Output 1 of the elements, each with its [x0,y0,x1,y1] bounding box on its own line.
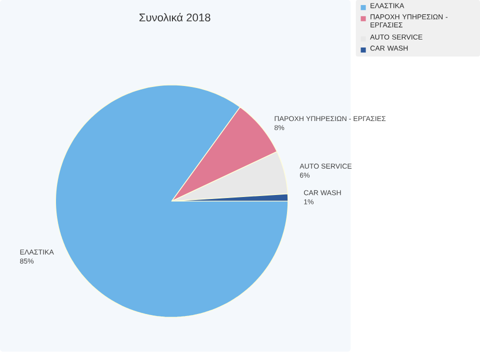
text: Συνολικά 2018 [139,13,210,22]
